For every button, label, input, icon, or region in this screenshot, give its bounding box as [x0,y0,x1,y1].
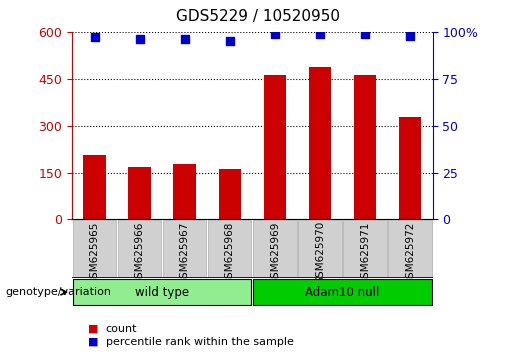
Point [406,33,414,39]
Bar [83,155,106,219]
Text: genotype/variation: genotype/variation [5,287,111,297]
Text: GSM625967: GSM625967 [180,221,190,285]
Text: GSM625968: GSM625968 [225,221,235,285]
Text: percentile rank within the sample: percentile rank within the sample [106,337,294,347]
FancyBboxPatch shape [253,279,432,305]
Text: GSM625972: GSM625972 [405,221,415,285]
Text: ■: ■ [88,324,98,333]
Text: count: count [106,324,137,333]
Text: ■: ■ [88,337,98,347]
FancyBboxPatch shape [298,220,341,277]
Bar [128,167,151,219]
Point [226,38,234,44]
Point [271,31,279,36]
Bar [174,164,196,219]
Text: GSM625971: GSM625971 [360,221,370,285]
Point [181,36,189,42]
Bar [399,117,421,219]
Point [316,31,324,36]
Text: GSM625966: GSM625966 [135,221,145,285]
FancyBboxPatch shape [118,220,161,277]
Text: GSM625970: GSM625970 [315,221,325,285]
FancyBboxPatch shape [344,220,387,277]
Text: GSM625969: GSM625969 [270,221,280,285]
Text: wild type: wild type [135,286,190,298]
FancyBboxPatch shape [253,220,297,277]
Bar [354,75,376,219]
Point [135,36,144,42]
Point [91,35,99,40]
FancyBboxPatch shape [208,220,251,277]
FancyBboxPatch shape [73,220,116,277]
Text: GDS5229 / 10520950: GDS5229 / 10520950 [176,9,339,24]
Bar [264,75,286,219]
Text: GSM625965: GSM625965 [90,221,99,285]
FancyBboxPatch shape [388,220,432,277]
FancyBboxPatch shape [163,220,207,277]
Point [361,31,369,36]
Bar [308,67,331,219]
Bar [218,169,241,219]
Text: Adam10 null: Adam10 null [305,286,380,298]
FancyBboxPatch shape [73,279,251,305]
